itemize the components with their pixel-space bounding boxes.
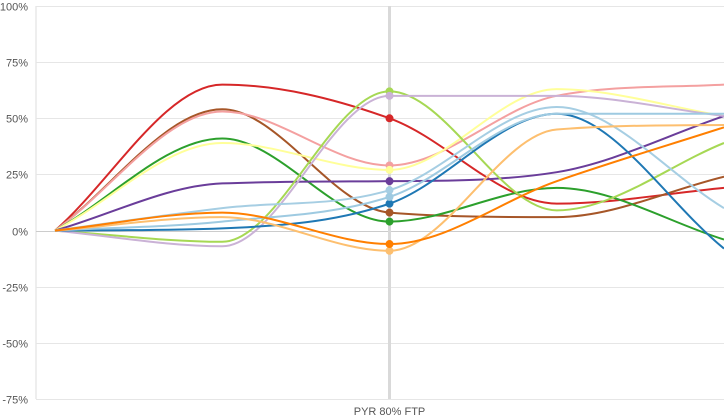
y-tick-label: 100% xyxy=(0,2,28,14)
series-point-1[interactable] xyxy=(385,114,394,123)
highlight-points xyxy=(385,87,394,255)
x-axis-ticks: PYR 80% FTP xyxy=(354,406,426,418)
series-point-8[interactable] xyxy=(385,91,394,100)
y-tick-label: -25% xyxy=(2,283,28,295)
y-tick-label: 0% xyxy=(12,227,28,239)
series-line-2 xyxy=(54,108,724,232)
y-axis-ticks: -75% -50% -25% 0% 25% 50% 75% 100% xyxy=(0,2,28,407)
series-point-5[interactable] xyxy=(385,165,394,174)
series-point-2[interactable] xyxy=(385,208,394,217)
series-point-12[interactable] xyxy=(385,246,394,255)
series-point-10[interactable] xyxy=(385,186,394,195)
series-point-11[interactable] xyxy=(385,192,394,201)
y-tick-label: 75% xyxy=(6,58,28,70)
series-point-13[interactable] xyxy=(385,240,394,249)
y-tick-label: 50% xyxy=(6,114,28,126)
series-point-6[interactable] xyxy=(385,177,394,186)
series-point-9[interactable] xyxy=(385,199,394,208)
grid-lines xyxy=(35,6,724,400)
y-tick-label: -75% xyxy=(2,395,28,407)
series-line-8 xyxy=(54,94,724,248)
y-tick-label: 25% xyxy=(6,170,28,182)
series-line-9 xyxy=(54,112,724,250)
x-tick-label: PYR 80% FTP xyxy=(354,406,426,418)
series-point-4[interactable] xyxy=(385,217,394,226)
y-tick-label: -50% xyxy=(2,339,28,351)
